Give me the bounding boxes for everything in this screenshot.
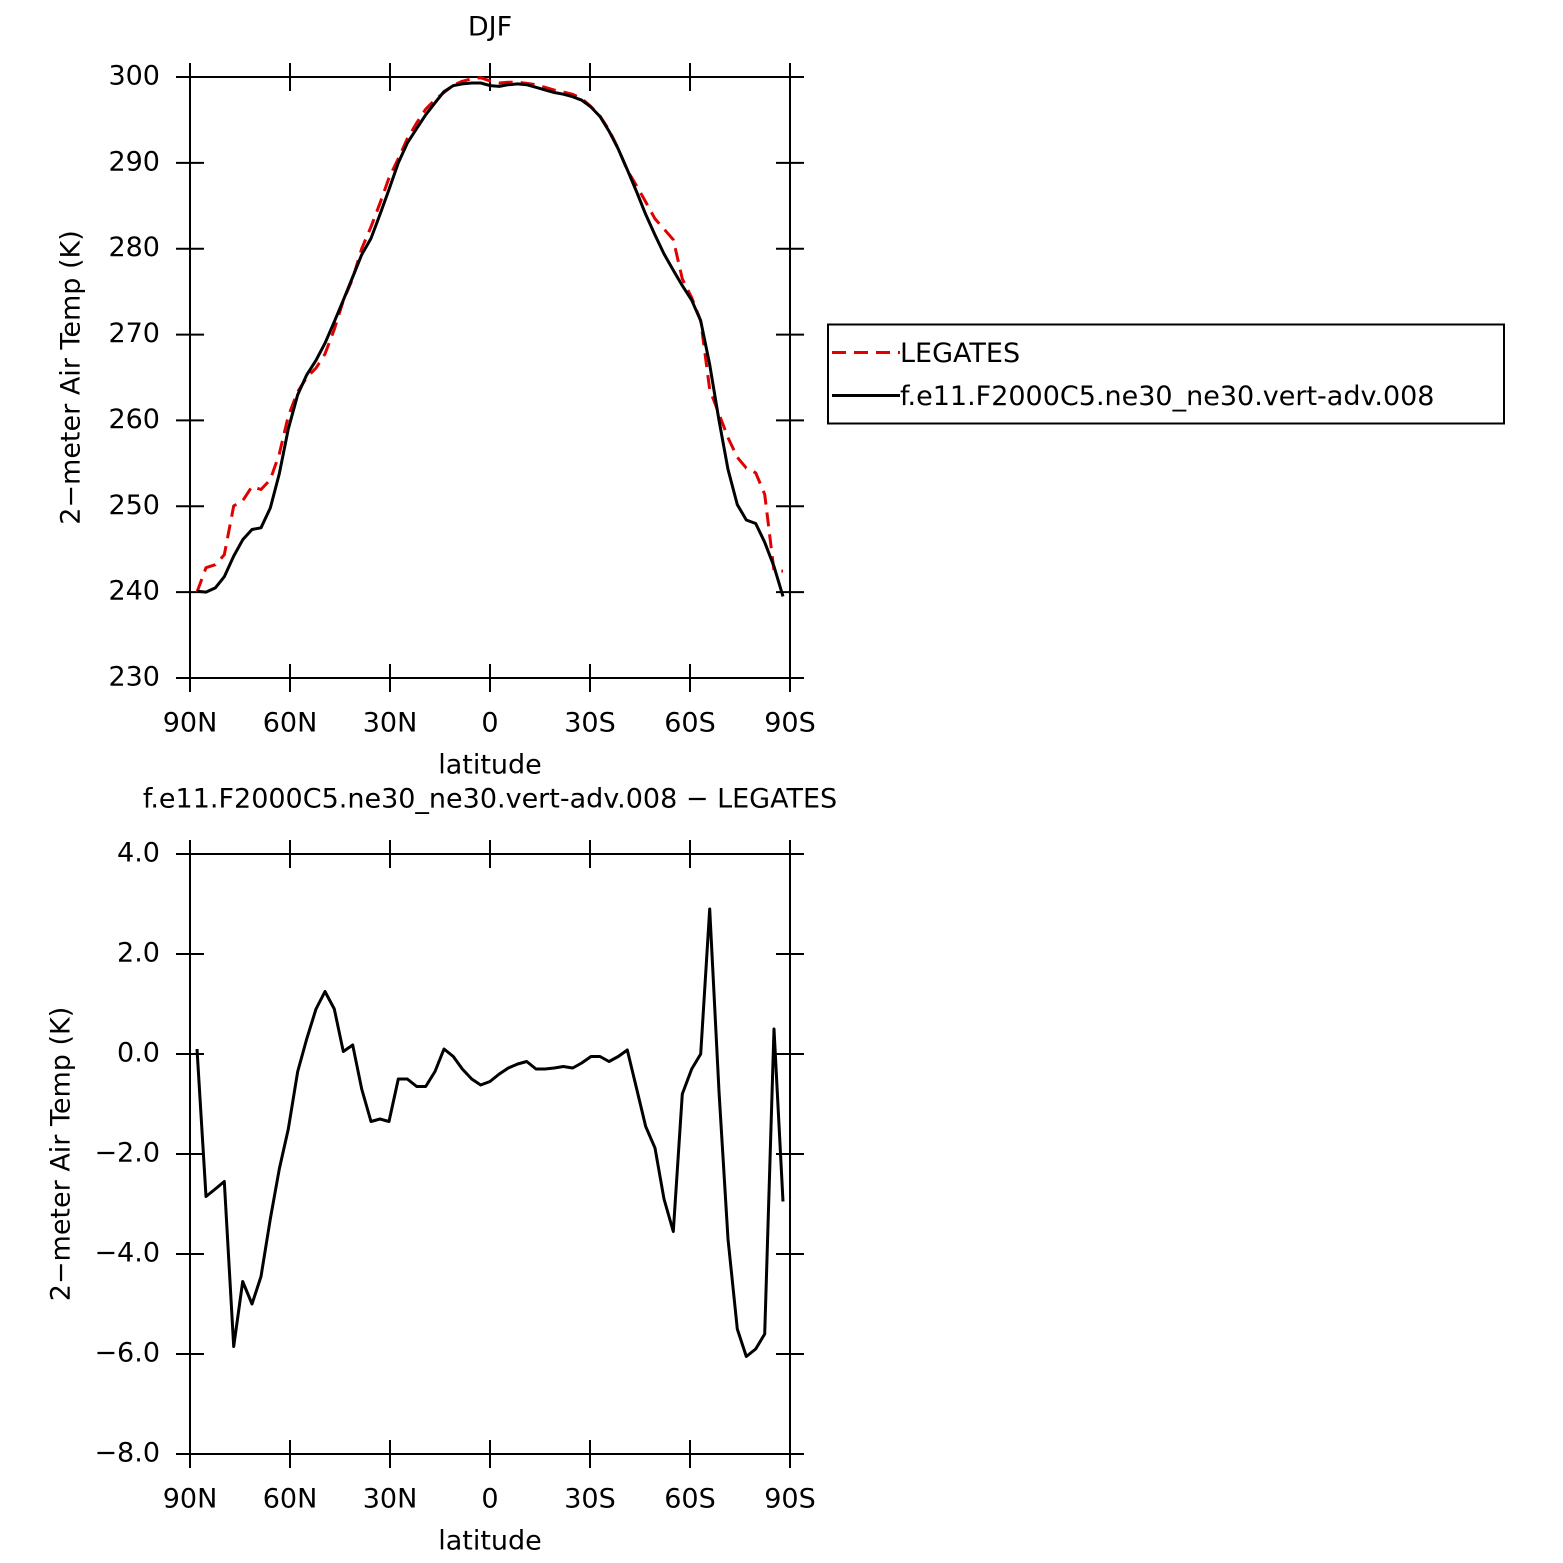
y-tick-label: 230 [108, 662, 160, 693]
y-tick-label: 290 [108, 146, 160, 177]
y-tick-label: 240 [108, 576, 160, 607]
y-tick-label: 0.0 [117, 1038, 160, 1069]
y-tick-label: −2.0 [94, 1138, 160, 1169]
x-tick-label: 60S [664, 708, 716, 739]
y-tick-label: 270 [108, 318, 160, 349]
y-tick-label: 4.0 [117, 838, 160, 869]
y-axis-label: 2−meter Air Temp (K) [46, 1007, 77, 1302]
y-tick-label: −6.0 [94, 1338, 160, 1369]
plot-frame [189, 76, 791, 679]
y-tick-label: 260 [108, 404, 160, 435]
y-tick-label: −8.0 [94, 1438, 160, 1469]
x-tick-label: 60N [263, 708, 318, 739]
x-tick-label: 90N [163, 1484, 218, 1515]
x-tick-label: 60N [263, 1484, 318, 1515]
x-tick-label: 0 [481, 708, 498, 739]
y-axis-label: 2−meter Air Temp (K) [56, 230, 87, 525]
legend-label: f.e11.F2000C5.ne30_ne30.vert-adv.008 [900, 381, 1434, 412]
legend-label: LEGATES [900, 338, 1020, 369]
x-tick-label: 30N [363, 708, 418, 739]
x-tick-label: 90S [764, 1484, 816, 1515]
x-axis-label: latitude [438, 750, 542, 781]
plot-frame [189, 853, 791, 1455]
y-tick-label: 250 [108, 490, 160, 521]
y-tick-label: 280 [108, 232, 160, 263]
x-tick-label: 30N [363, 1484, 418, 1515]
x-axis-label: latitude [438, 1526, 542, 1557]
series-line [195, 76, 784, 593]
series-line [196, 81, 785, 597]
legend-box [827, 323, 1505, 425]
x-tick-label: 0 [481, 1484, 498, 1515]
x-tick-label: 90S [764, 708, 816, 739]
y-tick-label: 300 [108, 61, 160, 92]
x-tick-label: 30S [564, 1484, 616, 1515]
data-line [195, 907, 785, 1358]
x-tick-label: 90N [163, 708, 218, 739]
y-tick-label: 2.0 [117, 938, 160, 969]
chart-title: DJF [468, 12, 512, 43]
x-tick-label: 60S [664, 1484, 716, 1515]
y-tick-label: −4.0 [94, 1238, 160, 1269]
chart-title: f.e11.F2000C5.ne30_ne30.vert-adv.008 − L… [143, 784, 837, 815]
x-tick-label: 30S [564, 708, 616, 739]
